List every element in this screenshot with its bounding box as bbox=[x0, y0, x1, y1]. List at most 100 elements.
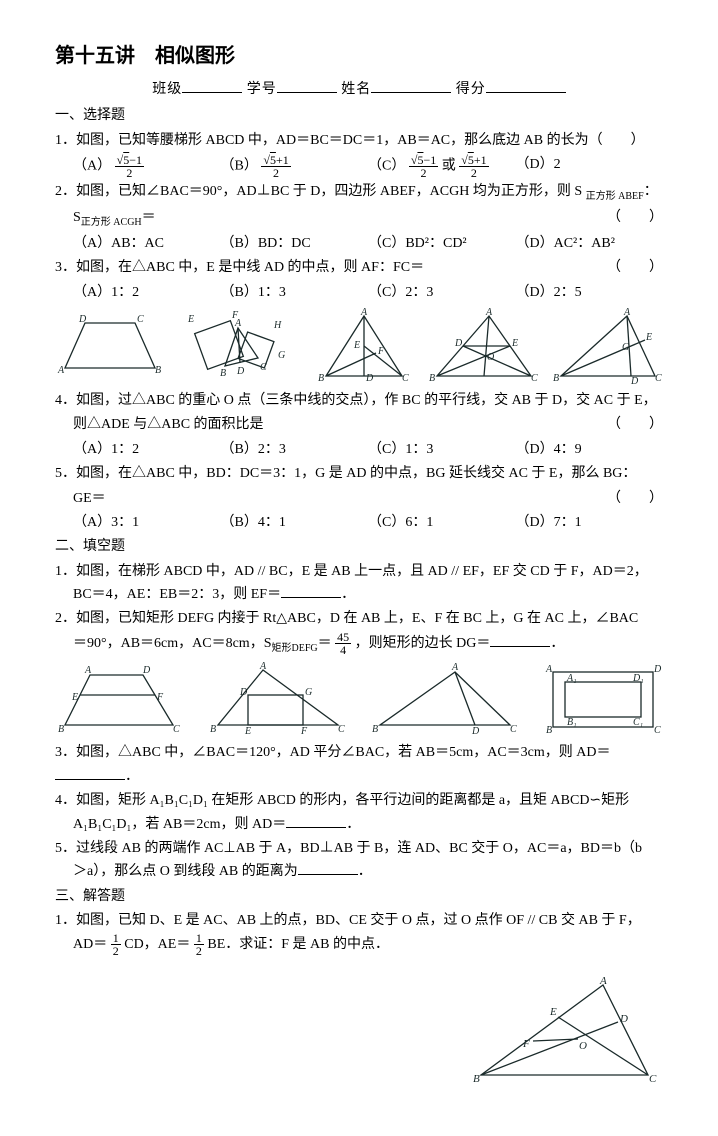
svg-text:G: G bbox=[278, 350, 285, 361]
mc-q3-A[interactable]: （A）1：2 bbox=[73, 282, 221, 304]
figure-rect-in-rt: ABC DG EF bbox=[208, 660, 348, 738]
svg-text:B: B bbox=[429, 373, 435, 384]
svg-text:E: E bbox=[71, 692, 78, 703]
frac: √5+12 bbox=[459, 154, 488, 179]
svg-text:B₁: B₁ bbox=[567, 717, 577, 728]
mc-q2-line2: （ ） S正方形 ACGH＝ bbox=[73, 207, 663, 231]
mc-q4-text1: 4．如图，过△ABC 的重心 O 点（三条中线的交点），作 BC 的平行线，交 … bbox=[55, 393, 657, 408]
fill-q4-blank[interactable] bbox=[286, 813, 346, 828]
section-1-heading: 一、选择题 bbox=[55, 105, 663, 127]
svg-text:D: D bbox=[471, 726, 480, 737]
figure-bg-ext: ABC DGE bbox=[553, 308, 663, 386]
mc-q1-B[interactable]: （B） √5+12 bbox=[221, 154, 369, 179]
svg-text:G: G bbox=[622, 342, 629, 353]
fill-q2-blank[interactable] bbox=[490, 632, 550, 647]
svg-text:E: E bbox=[353, 340, 360, 351]
mc-q2: 2．如图，已知∠BAC＝90°，AD⊥BC 于 D，四边形 ABEF，ACGH … bbox=[55, 181, 663, 205]
fill-q5-blank[interactable] bbox=[298, 860, 358, 875]
frac-half-2: 12 bbox=[194, 932, 204, 957]
figure-trapezoid: DC AB bbox=[55, 308, 165, 386]
mc-q4-D[interactable]: （D）4：9 bbox=[516, 439, 664, 461]
figure-row-2: AD EF BC ABC DG EF ABC D AD bbox=[55, 660, 663, 738]
figure-squares: EFH ABC GD bbox=[180, 308, 300, 386]
svg-text:C: C bbox=[655, 373, 662, 384]
mc-q2-B[interactable]: （B）BD：DC bbox=[221, 233, 369, 255]
subscript: 正方形 ACGH bbox=[81, 217, 142, 228]
answer-paren[interactable]: （ ） bbox=[607, 488, 663, 510]
mc-q2-A[interactable]: （A）AB：AC bbox=[73, 233, 221, 255]
svg-text:A: A bbox=[84, 665, 92, 676]
answer-paren[interactable]: （ ） bbox=[607, 257, 663, 279]
fill-q4: 4．如图，矩形 A₁B₁C₁D₁ 在矩形 ABCD 的形内，各平行边间的距离都是… bbox=[55, 790, 663, 836]
svg-text:D: D bbox=[619, 1013, 628, 1025]
mc-q1-D[interactable]: （D）2 bbox=[516, 154, 664, 179]
svg-text:O: O bbox=[579, 1040, 587, 1052]
answer-paren[interactable]: （ ） bbox=[607, 414, 663, 436]
ans-q1-figure-wrap: A B C D E F O bbox=[55, 977, 663, 1095]
mc-q4-C[interactable]: （C）1：3 bbox=[368, 439, 516, 461]
svg-text:A: A bbox=[57, 365, 65, 376]
fill-q3: 3．如图，△ABC 中，∠BAC＝120°，AD 平分∠BAC，若 AB＝5cm… bbox=[55, 742, 663, 788]
svg-text:B: B bbox=[58, 724, 64, 735]
mc-q5-options: （A）3：1 （B）4：1 （C）6：1 （D）7：1 bbox=[73, 512, 663, 534]
svg-text:D: D bbox=[142, 665, 151, 676]
svg-text:B: B bbox=[546, 725, 552, 736]
mc-q4-A[interactable]: （A）1：2 bbox=[73, 439, 221, 461]
svg-text:A: A bbox=[599, 977, 607, 987]
answer-paren[interactable]: （ ） bbox=[607, 207, 663, 229]
mc-q5-B[interactable]: （B）4：1 bbox=[221, 512, 369, 534]
svg-text:A: A bbox=[360, 308, 368, 318]
svg-text:D: D bbox=[454, 338, 463, 349]
svg-text:F: F bbox=[377, 346, 385, 357]
svg-text:B: B bbox=[553, 373, 559, 384]
mc-q3-B[interactable]: （B）1：3 bbox=[221, 282, 369, 304]
svg-text:F: F bbox=[156, 692, 164, 703]
fill-q1-blank[interactable] bbox=[281, 583, 341, 598]
mc-q1-text: 1．如图，已知等腰梯形 ABCD 中，AD＝BC＝DC＝1，AB＝AC，那么底边… bbox=[55, 133, 645, 148]
score-blank[interactable] bbox=[486, 78, 566, 93]
mc-q5-C[interactable]: （C）6：1 bbox=[368, 512, 516, 534]
fill-q3-blank[interactable] bbox=[55, 765, 125, 780]
mc-q4: 4．如图，过△ABC 的重心 O 点（三条中线的交点），作 BC 的平行线，交 … bbox=[55, 390, 663, 412]
mc-q2-text1: 2．如图，已知∠BAC＝90°，AD⊥BC 于 D，四边形 ABEF，ACGH … bbox=[55, 184, 582, 199]
figure-proof: A B C D E F O bbox=[463, 977, 663, 1087]
svg-text:D₁: D₁ bbox=[632, 673, 644, 684]
svg-text:C: C bbox=[654, 725, 661, 736]
mc-q1-A[interactable]: （A） √5−12 bbox=[73, 154, 221, 179]
figure-nested-rect: AD BC A₁D₁ B₁C₁ bbox=[543, 660, 663, 738]
mc-q2-C[interactable]: （C）BD²：CD² bbox=[368, 233, 516, 255]
id-blank[interactable] bbox=[277, 78, 337, 93]
svg-text:A: A bbox=[259, 661, 267, 672]
svg-text:D: D bbox=[78, 314, 87, 325]
mc-q3-D[interactable]: （D）2：5 bbox=[516, 282, 664, 304]
name-blank[interactable] bbox=[371, 78, 451, 93]
name-label: 姓名 bbox=[341, 82, 371, 97]
svg-text:D: D bbox=[630, 376, 639, 386]
svg-text:C: C bbox=[402, 373, 409, 384]
svg-text:E: E bbox=[187, 314, 194, 325]
mc-q2-D[interactable]: （D）AC²：AB² bbox=[516, 233, 664, 255]
class-blank[interactable] bbox=[182, 78, 242, 93]
svg-text:B: B bbox=[210, 724, 216, 735]
ans-q1: 1．如图，已知 D、E 是 AC、AB 上的点，BD、CE 交于 O 点，过 O… bbox=[55, 910, 663, 957]
svg-text:A₁: A₁ bbox=[566, 673, 577, 684]
id-label: 学号 bbox=[247, 82, 277, 97]
svg-text:B: B bbox=[318, 373, 324, 384]
mc-q5-D[interactable]: （D）7：1 bbox=[516, 512, 664, 534]
mc-q1-C[interactable]: （C） √5−12 或 √5+12 bbox=[368, 154, 516, 179]
frac: √5+12 bbox=[261, 154, 290, 179]
mc-q4-B[interactable]: （B）2：3 bbox=[221, 439, 369, 461]
fill-q5: 5．过线段 AB 的两端作 AC⊥AB 于 A，BD⊥AB 于 B，连 AD、B… bbox=[55, 838, 663, 884]
svg-text:B: B bbox=[473, 1073, 480, 1085]
svg-text:H: H bbox=[273, 320, 282, 331]
mc-q4-line2: （ ） 则△ADE 与△ABC 的面积比是 bbox=[73, 414, 663, 436]
mc-q3-C[interactable]: （C）2：3 bbox=[368, 282, 516, 304]
frac: √5−12 bbox=[115, 154, 144, 179]
mc-q5-A[interactable]: （A）3：1 bbox=[73, 512, 221, 534]
mc-q3-text: 3．如图，在△ABC 中，E 是中线 AD 的中点，则 AF：FC＝ bbox=[55, 260, 424, 275]
svg-text:A: A bbox=[623, 308, 631, 318]
student-info-line: 班级 学号 姓名 得分 bbox=[55, 78, 663, 101]
mc-q5-text1: 5．如图，在△ABC 中，BD：DC＝3：1，G 是 AD 的中点，BG 延长线… bbox=[55, 466, 636, 481]
svg-text:B: B bbox=[155, 365, 161, 376]
svg-text:C: C bbox=[510, 724, 517, 735]
